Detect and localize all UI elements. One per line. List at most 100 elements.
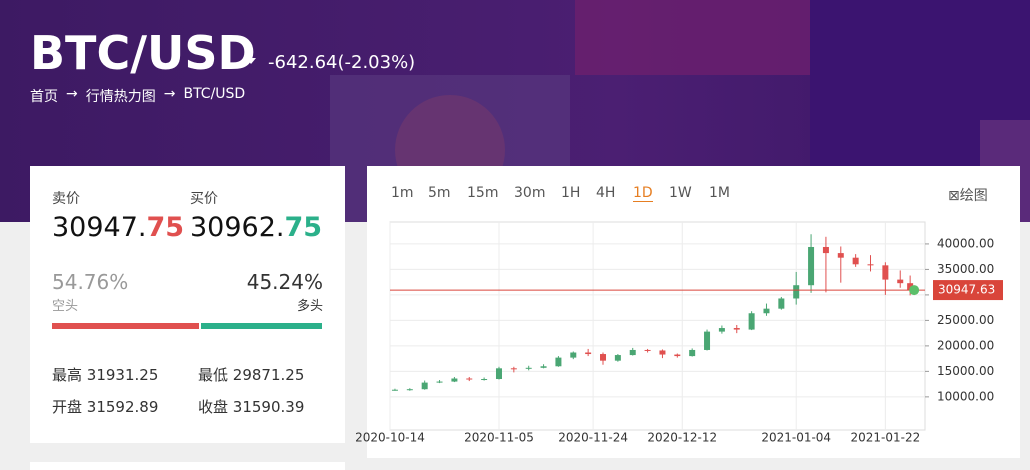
interval-tab[interactable]: 1D xyxy=(633,185,653,202)
sell-dec: 75 xyxy=(146,212,185,243)
candle-body xyxy=(733,328,740,330)
candle-body xyxy=(629,349,636,356)
candle-body xyxy=(495,368,502,380)
sell-int: 30947. xyxy=(52,212,147,243)
short-label: 空头 xyxy=(52,299,79,314)
stat-label: 最高 xyxy=(52,366,83,384)
x-tick-label: 2021-01-04 xyxy=(761,431,831,445)
candle-body xyxy=(600,354,607,361)
candle-body xyxy=(540,366,547,368)
candle-body xyxy=(436,381,443,383)
interval-tab[interactable]: 1M xyxy=(709,185,730,201)
candle-body xyxy=(481,379,488,381)
candle-body xyxy=(555,357,562,367)
next-card xyxy=(30,462,345,470)
candle-body xyxy=(718,328,725,332)
interval-tab[interactable]: 1m xyxy=(391,185,414,201)
interval-tab[interactable]: 5m xyxy=(428,185,451,201)
y-tick-label: 10000.00 xyxy=(937,389,994,403)
candle-body xyxy=(837,253,844,258)
price-change: -642.64(-2.03%) xyxy=(268,52,416,73)
buy-price: 30962.75 xyxy=(190,212,322,243)
x-tick-label: 2020-11-24 xyxy=(558,431,628,445)
candle-body xyxy=(614,355,621,361)
stat: 最高 31931.25 xyxy=(52,364,158,385)
candle-body xyxy=(466,378,473,380)
breadcrumb-link[interactable]: 行情热力图 xyxy=(85,89,156,105)
candle-body xyxy=(406,389,413,391)
draw-icon: ⊠ xyxy=(948,188,960,204)
candle-body xyxy=(852,257,859,265)
candle-body xyxy=(674,354,681,357)
breadcrumb-current: BTC/USD xyxy=(183,86,246,102)
candle-body xyxy=(867,264,874,266)
buy-int: 30962. xyxy=(190,212,285,243)
interval-tab[interactable]: 1W xyxy=(669,185,692,201)
stat-value: 29871.25 xyxy=(232,366,305,384)
x-tick-label: 2021-01-22 xyxy=(850,431,920,445)
last-price-dot xyxy=(909,285,920,296)
ratio-bar xyxy=(52,323,322,329)
stat-value: 31592.89 xyxy=(86,398,159,416)
candle-body xyxy=(882,265,889,280)
x-tick-label: 2020-10-14 xyxy=(355,431,425,445)
candle-body xyxy=(421,382,428,390)
candle-body xyxy=(822,246,829,254)
stat: 开盘 31592.89 xyxy=(52,396,158,417)
y-tick-label: 20000.00 xyxy=(937,338,994,352)
candle-body xyxy=(391,389,398,391)
symbol-dropdown[interactable] xyxy=(246,58,256,64)
buy-label: 买价 xyxy=(190,191,218,207)
stat-label: 最低 xyxy=(198,366,229,384)
draw-button[interactable]: ⊠绘图 xyxy=(948,185,988,205)
stat: 收盘 31590.39 xyxy=(198,396,304,417)
long-pct: 45.24% xyxy=(246,270,323,294)
stat: 最低 29871.25 xyxy=(198,364,304,385)
y-tick-label: 25000.00 xyxy=(937,313,994,327)
plot-frame xyxy=(389,221,926,431)
breadcrumb: 首页 → 行情热力图 → BTC/USD xyxy=(30,86,245,106)
y-tick-label: 15000.00 xyxy=(937,364,994,378)
quote-card: 卖价 买价 30947.75 30962.75 54.76% 45.24% 空头… xyxy=(30,166,345,443)
candle-body xyxy=(689,349,696,357)
symbol: BTC/USD xyxy=(30,26,256,80)
y-tick-label: 35000.00 xyxy=(937,262,994,276)
candle-body xyxy=(659,350,666,355)
interval-tab[interactable]: 15m xyxy=(467,185,499,201)
draw-label: 绘图 xyxy=(959,188,988,204)
sell-price: 30947.75 xyxy=(52,212,184,243)
arrow: → xyxy=(66,86,78,102)
candle-body xyxy=(907,283,914,291)
candle-body xyxy=(585,352,592,355)
interval-tab[interactable]: 4H xyxy=(596,185,616,201)
interval-tab[interactable]: 30m xyxy=(514,185,546,201)
candle-body xyxy=(808,246,815,286)
long-label: 多头 xyxy=(296,299,323,314)
buy-dec: 75 xyxy=(284,212,323,243)
stat-value: 31931.25 xyxy=(86,366,159,384)
candle-body xyxy=(748,313,755,330)
arrow: → xyxy=(163,86,176,102)
last-price-box xyxy=(933,280,1003,301)
breadcrumb-link[interactable]: 首页 xyxy=(30,89,58,105)
stat-label: 开盘 xyxy=(52,398,83,416)
candle-body xyxy=(778,298,785,309)
candle-body xyxy=(451,378,458,382)
x-tick-label: 2020-11-05 xyxy=(464,431,534,445)
interval-tab[interactable]: 1H xyxy=(561,185,581,201)
sell-label: 卖价 xyxy=(52,191,80,207)
candle-body xyxy=(763,308,770,314)
last-price-label: 30947.63 xyxy=(938,283,995,297)
candle-body xyxy=(644,349,651,351)
y-tick-label: 40000.00 xyxy=(937,236,994,250)
candle-body xyxy=(704,331,711,350)
chart-card xyxy=(367,166,1020,458)
stat-value: 31590.39 xyxy=(232,398,305,416)
candle-body xyxy=(897,279,904,284)
candle-body xyxy=(570,352,577,358)
short-bar xyxy=(52,323,199,329)
candle-body xyxy=(510,368,517,370)
long-bar xyxy=(200,323,322,329)
